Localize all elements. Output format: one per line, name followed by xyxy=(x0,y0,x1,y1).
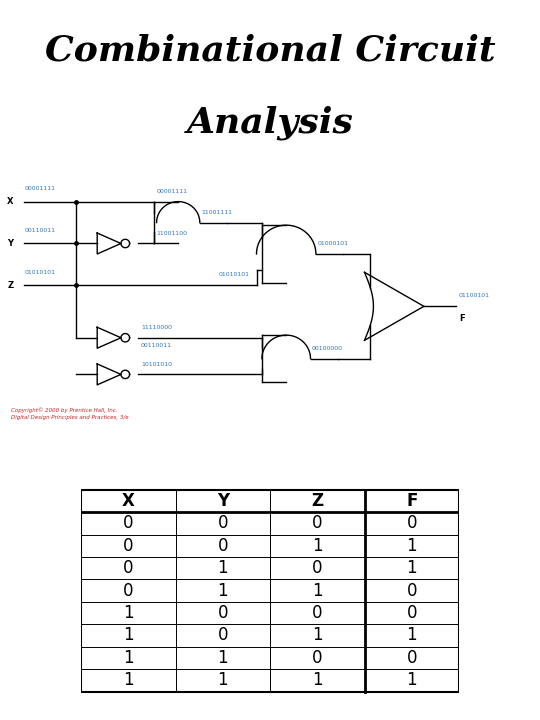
Text: 0: 0 xyxy=(218,604,228,622)
Text: F: F xyxy=(406,492,417,510)
Text: Copyright© 2000 by Prentice Hall, Inc.
Digital Design Principles and Practices, : Copyright© 2000 by Prentice Hall, Inc. D… xyxy=(11,408,129,420)
Text: 1: 1 xyxy=(123,649,133,667)
Text: 1: 1 xyxy=(218,649,228,667)
Text: 0: 0 xyxy=(123,514,133,532)
Text: 0: 0 xyxy=(123,582,133,600)
Text: 0: 0 xyxy=(407,582,417,600)
Bar xyxy=(81,490,459,692)
Text: 11001111: 11001111 xyxy=(201,210,232,215)
Text: 0: 0 xyxy=(312,649,322,667)
Text: 1: 1 xyxy=(312,536,322,554)
Text: 00001111: 00001111 xyxy=(157,189,187,194)
Text: Analysis: Analysis xyxy=(186,105,354,140)
Text: 01010101: 01010101 xyxy=(219,272,249,277)
Text: 1: 1 xyxy=(407,536,417,554)
Text: 0: 0 xyxy=(123,536,133,554)
Text: 01100101: 01100101 xyxy=(459,294,490,299)
Text: 0: 0 xyxy=(407,649,417,667)
Text: 0: 0 xyxy=(312,514,322,532)
Text: 0: 0 xyxy=(407,514,417,532)
Text: 1: 1 xyxy=(407,671,417,689)
Text: 00100000: 00100000 xyxy=(312,346,343,351)
Text: X: X xyxy=(122,492,134,510)
Text: Y: Y xyxy=(217,492,229,510)
Text: Combinational Circuit: Combinational Circuit xyxy=(45,33,495,68)
Text: 00001111: 00001111 xyxy=(24,186,55,191)
Text: 11110000: 11110000 xyxy=(141,325,172,330)
Text: Z: Z xyxy=(311,492,323,510)
Text: 1: 1 xyxy=(312,671,322,689)
Text: 0: 0 xyxy=(123,559,133,577)
Text: 1: 1 xyxy=(123,604,133,622)
Text: 0: 0 xyxy=(312,559,322,577)
Text: 1: 1 xyxy=(123,671,133,689)
Text: F: F xyxy=(459,314,464,323)
Text: 01000101: 01000101 xyxy=(318,241,348,246)
Text: 0: 0 xyxy=(218,536,228,554)
Text: 10101010: 10101010 xyxy=(141,361,172,366)
Text: 1: 1 xyxy=(123,626,133,644)
Text: 1: 1 xyxy=(312,626,322,644)
Text: 11001100: 11001100 xyxy=(157,230,187,235)
Text: 1: 1 xyxy=(407,559,417,577)
Text: 1: 1 xyxy=(218,671,228,689)
Text: 01010101: 01010101 xyxy=(24,270,55,275)
Text: 0: 0 xyxy=(312,604,322,622)
Text: 1: 1 xyxy=(312,582,322,600)
Text: 00110011: 00110011 xyxy=(24,228,55,233)
Text: Y: Y xyxy=(8,239,14,248)
Text: X: X xyxy=(7,197,14,206)
Text: Z: Z xyxy=(8,281,14,290)
Text: 1: 1 xyxy=(218,582,228,600)
Text: 00110011: 00110011 xyxy=(141,343,172,348)
Text: 1: 1 xyxy=(407,626,417,644)
Text: 0: 0 xyxy=(218,514,228,532)
Text: 1: 1 xyxy=(218,559,228,577)
Text: 0: 0 xyxy=(218,626,228,644)
Text: 0: 0 xyxy=(407,604,417,622)
